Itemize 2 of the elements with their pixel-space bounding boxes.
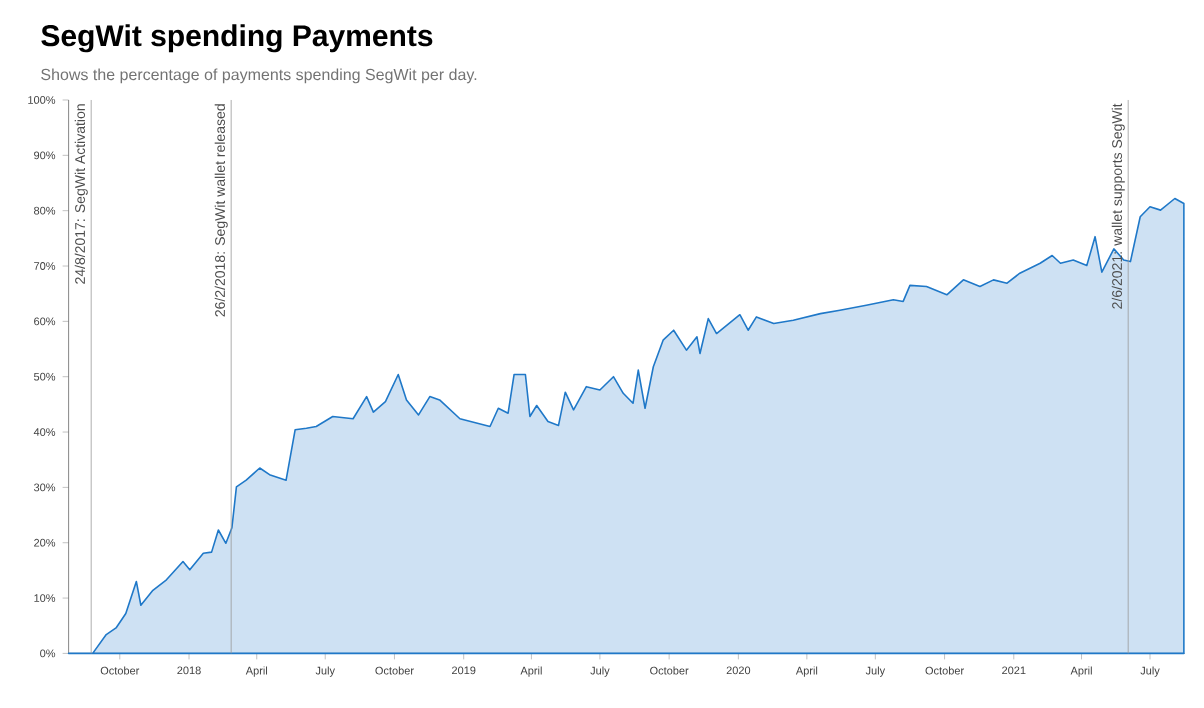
chart-title: SegWit spending Payments [41, 24, 433, 53]
chart-subtitle: Shows the percentage of payments spending SegWit per day. [41, 68, 477, 84]
